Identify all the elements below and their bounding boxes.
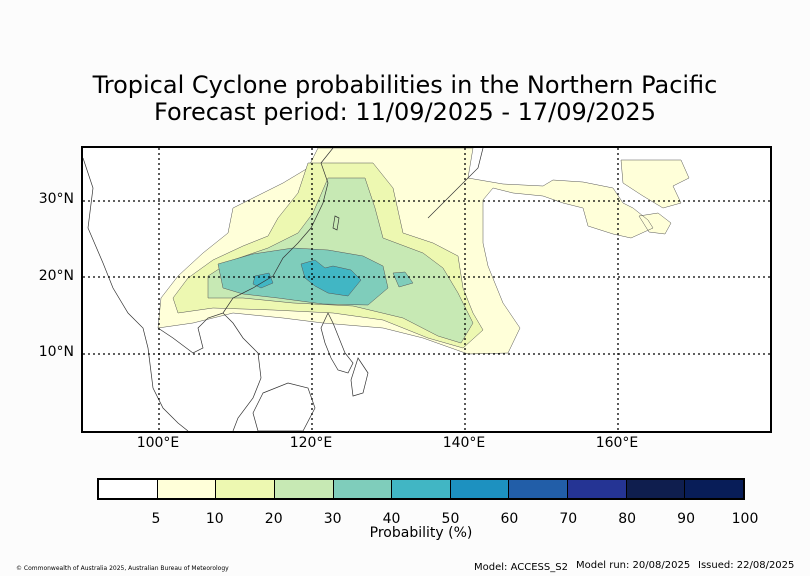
- colorbar-tick-label: 20: [264, 511, 283, 527]
- lat-label-20n: 20°N: [38, 268, 74, 284]
- colorbar-bin-8: [568, 480, 627, 498]
- copyright-notice: © Commonwealth of Australia 2025, Austra…: [16, 565, 229, 572]
- colorbar-tick-label: 100: [731, 511, 759, 527]
- coastlines: [83, 148, 484, 431]
- taiwan-island: [332, 215, 340, 231]
- lat-label-10n: 10°N: [38, 344, 74, 360]
- borneo-island: [252, 382, 316, 431]
- colorbar-tick-label: 50: [441, 511, 460, 527]
- model-name: Model: ACCESS_S2: [474, 562, 568, 573]
- colorbar-bin-5: [392, 480, 451, 498]
- model-run-date: Model run: 20/08/2025: [576, 560, 691, 571]
- colorbar-tick-label: 70: [559, 511, 578, 527]
- forecast-period: Forecast period: 11/09/2025 - 17/09/2025: [154, 98, 656, 126]
- prob-band-30b: [392, 271, 414, 288]
- map-title: Tropical Cyclone probabilities in the No…: [92, 71, 718, 99]
- colorbar-bin-0: [99, 480, 158, 498]
- colorbar-tick-label: 60: [500, 511, 519, 527]
- map-panel: [81, 146, 772, 433]
- lon-label-100e: 100°E: [136, 435, 180, 451]
- probability-shading: [157, 148, 690, 355]
- colorbar-bin-9: [626, 480, 686, 498]
- colorbar-tick-label: 5: [151, 511, 161, 527]
- issued-date: Issued: 22/08/2025: [698, 560, 795, 571]
- colorbar-label: Probability (%): [369, 525, 473, 541]
- colorbar-bin-1: [157, 480, 217, 498]
- probability-map: [83, 148, 770, 431]
- colorbar-bin-3: [274, 480, 334, 498]
- colorbar-bin-2: [216, 480, 275, 498]
- colorbar-tick-label: 40: [382, 511, 401, 527]
- colorbar-bin-7: [509, 480, 569, 498]
- asia-coastline: [83, 148, 484, 431]
- philippines-islands: [320, 312, 369, 397]
- colorbar-bin-10: [685, 480, 744, 498]
- lon-label-120e: 120°E: [289, 435, 333, 451]
- lon-label-160e: 160°E: [595, 435, 639, 451]
- probability-colorbar: [97, 478, 745, 500]
- colorbar-tick-label: 10: [205, 511, 224, 527]
- colorbar-bin-6: [450, 480, 510, 498]
- colorbar-tick-label: 80: [618, 511, 637, 527]
- graticule: [83, 148, 770, 431]
- lat-label-30n: 30°N: [38, 191, 74, 207]
- colorbar-bin-4: [333, 480, 393, 498]
- colorbar-tick-label: 30: [323, 511, 342, 527]
- lon-label-140e: 140°E: [442, 435, 486, 451]
- colorbar-tick-label: 90: [677, 511, 695, 527]
